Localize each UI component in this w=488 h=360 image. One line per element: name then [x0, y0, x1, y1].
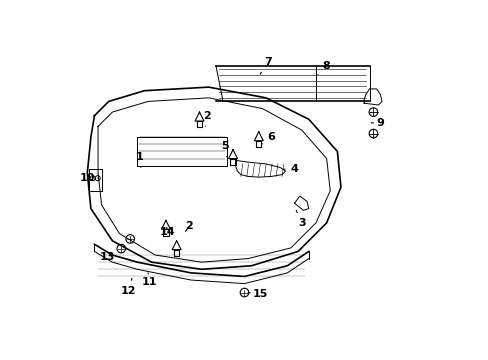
- Text: 15: 15: [247, 289, 268, 299]
- Text: 2: 2: [185, 221, 193, 231]
- Text: 2: 2: [203, 111, 210, 126]
- Text: 3: 3: [296, 210, 305, 228]
- Text: 7: 7: [260, 57, 271, 74]
- Text: 14: 14: [160, 227, 175, 237]
- Text: 13: 13: [99, 252, 114, 262]
- Text: 10: 10: [80, 173, 99, 183]
- Text: 5: 5: [221, 141, 228, 157]
- Text: 12: 12: [121, 278, 136, 296]
- Text: 4: 4: [283, 164, 298, 174]
- Text: 11: 11: [142, 273, 157, 287]
- Text: 8: 8: [317, 61, 330, 75]
- Text: 6: 6: [261, 132, 275, 144]
- Text: 9: 9: [370, 118, 384, 128]
- Text: 1: 1: [135, 152, 142, 167]
